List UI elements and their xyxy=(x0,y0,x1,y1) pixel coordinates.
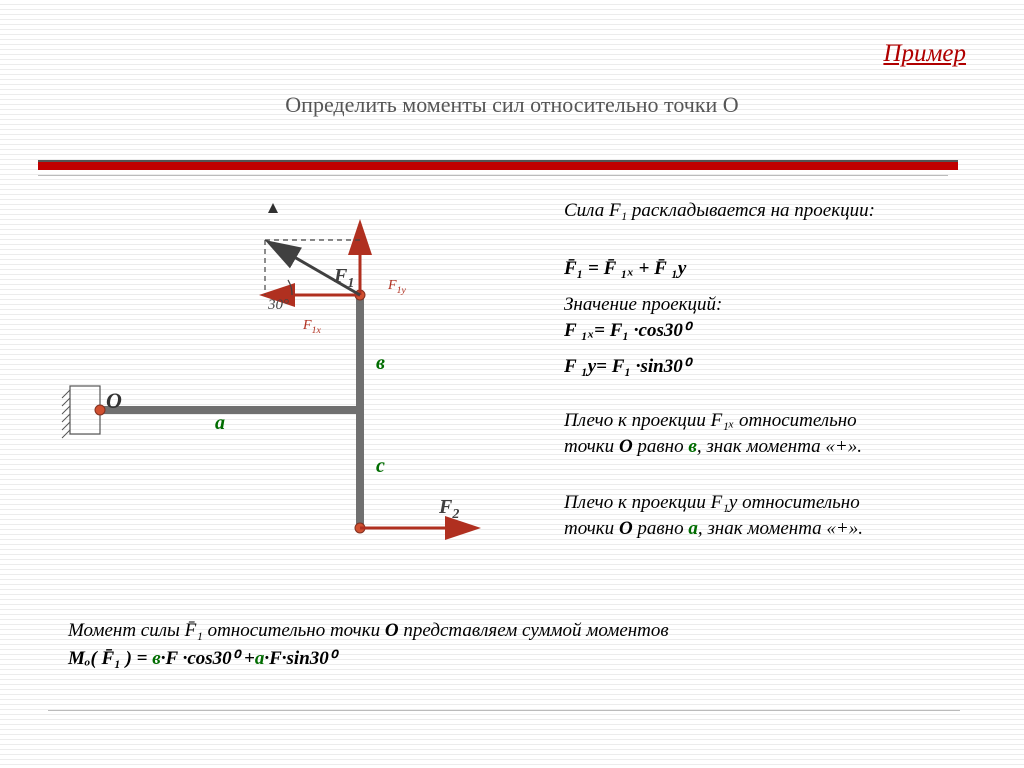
bottom-line2: Mₒ( F̄₁ ) = в·F ·cos30⁰ +а·F·sin30⁰ xyxy=(68,646,968,672)
slide-content: Пример Определить моменты сил относитель… xyxy=(0,0,1024,768)
label-F1x-text: F xyxy=(303,318,312,333)
red-divider xyxy=(38,160,958,170)
explain-arm2b: точки О равно а, знак момента «+». xyxy=(564,516,994,542)
red-divider-shadow xyxy=(38,175,948,176)
label-F1y: F1y xyxy=(388,278,406,296)
bottom-l2-mid1: ·F ·cos30⁰ + xyxy=(161,648,255,669)
label-F1x-sub: 1x xyxy=(312,325,321,336)
arm2b-post: , знак момента «+». xyxy=(698,518,863,539)
bottom-l1-post: представляем суммой моментов xyxy=(399,620,669,641)
bottom-l2-a: а xyxy=(255,648,265,669)
label-F1x: F1x xyxy=(303,318,321,336)
label-b: в xyxy=(376,352,385,375)
explain-arm1b: точки О равно в, знак момента «+». xyxy=(564,434,994,460)
bottom-l2-b: в xyxy=(152,648,161,669)
arm1b-post: , знак момента «+». xyxy=(697,436,862,457)
explain-eq-vec: F̄₁ = F̄ ₁ₓ + F̄ ₁y xyxy=(564,256,984,282)
arm2b-val: а xyxy=(688,518,698,539)
explain-eq-fy: F ₁y= F₁ ·sin30⁰ xyxy=(564,354,984,380)
arm2b-O: О xyxy=(619,518,633,539)
explain-line2: Значение проекций: xyxy=(564,292,984,318)
explain-arm1a: Плечо к проекции F₁ₓ относительно xyxy=(564,408,994,434)
arm1b-O: О xyxy=(619,436,633,457)
eq-fx-rhs: = F₁ ·cos30⁰ xyxy=(594,320,690,341)
bottom-rule xyxy=(48,710,960,711)
label-F2: F2 xyxy=(439,496,459,523)
label-a: а xyxy=(215,412,225,435)
eq-fx-lhs: F ₁ₓ xyxy=(564,320,594,341)
arm1b-pre: точки xyxy=(564,436,619,457)
label-F1-text: F xyxy=(334,265,347,287)
arm1b-val: в xyxy=(688,436,697,457)
bottom-line1: Момент силы F̄₁ относительно точки О пре… xyxy=(68,618,968,644)
eq-fy-rhs: = F₁ ·sin30⁰ xyxy=(596,356,690,377)
arm2b-mid: равно xyxy=(633,518,689,539)
label-F1y-text: F xyxy=(388,278,397,293)
beam-vertical xyxy=(356,295,364,528)
label-F1: F1 xyxy=(334,265,354,292)
pin-support xyxy=(62,386,105,438)
label-c: с xyxy=(376,455,385,478)
angle-arc xyxy=(288,280,292,295)
label-F1y-sub: 1y xyxy=(397,285,406,296)
bottom-l2-lhs: Mₒ( F̄₁ ) = xyxy=(68,648,152,669)
explain-line1: Сила F₁ раскладывается на проекции: xyxy=(564,198,984,224)
bottom-l1-O: О xyxy=(385,620,399,641)
subtitle: Определить моменты сил относительно точк… xyxy=(0,92,1024,118)
label-F2-text: F xyxy=(439,496,452,518)
label-F1-sub: 1 xyxy=(347,276,354,291)
label-O: О xyxy=(106,388,122,414)
explain-eq-fx: F ₁ₓ= F₁ ·cos30⁰ xyxy=(564,318,984,344)
label-F2-sub: 2 xyxy=(452,507,459,522)
bottom-l1-pre: Момент силы F̄₁ относительно точки xyxy=(68,620,385,641)
angle-label: 30° xyxy=(268,297,289,314)
title-example: Пример xyxy=(883,40,966,68)
explain-arm2a: Плечо к проекции F₁y относительно xyxy=(564,490,994,516)
beam-horizontal xyxy=(100,406,362,414)
arm2b-pre: точки xyxy=(564,518,619,539)
tick-mark xyxy=(268,203,278,213)
arm1b-mid: равно xyxy=(633,436,689,457)
bottom-l2-mid2: ·F·sin30⁰ xyxy=(264,648,336,669)
eq-fy-lhs: F ₁y xyxy=(564,356,596,377)
